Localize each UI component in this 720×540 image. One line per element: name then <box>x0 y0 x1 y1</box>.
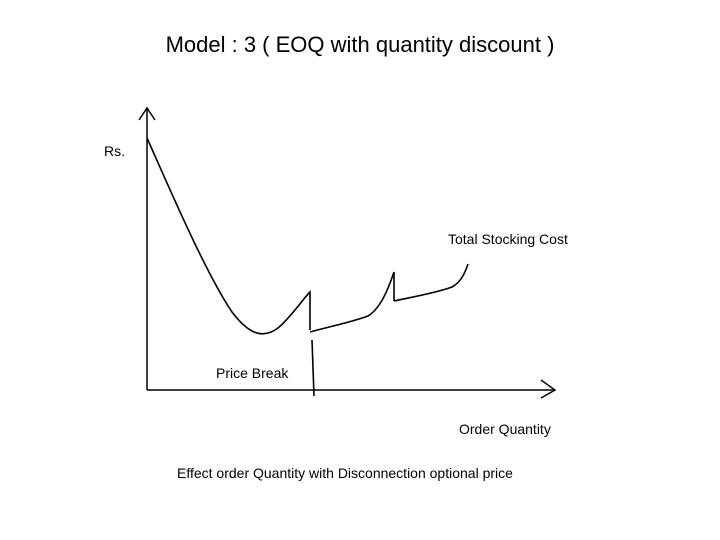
x-axis-arrowhead <box>540 379 557 399</box>
y-axis-label: Rs. <box>104 143 125 159</box>
price-break-label: Price Break <box>216 365 289 381</box>
y-axis-arrowhead <box>138 106 156 121</box>
cost-curve-segment-3 <box>393 263 469 302</box>
slide-title: Model : 3 ( EOQ with quantity discount ) <box>165 32 555 57</box>
price-break-line <box>311 339 315 397</box>
curve-label: Total Stocking Cost <box>448 231 568 247</box>
cost-curve-segment-2 <box>309 271 395 333</box>
cost-curve-segment-1 <box>146 137 311 335</box>
diagram-caption: Effect order Quantity with Disconnection… <box>177 465 513 481</box>
x-axis-label: Order Quantity <box>459 421 551 437</box>
